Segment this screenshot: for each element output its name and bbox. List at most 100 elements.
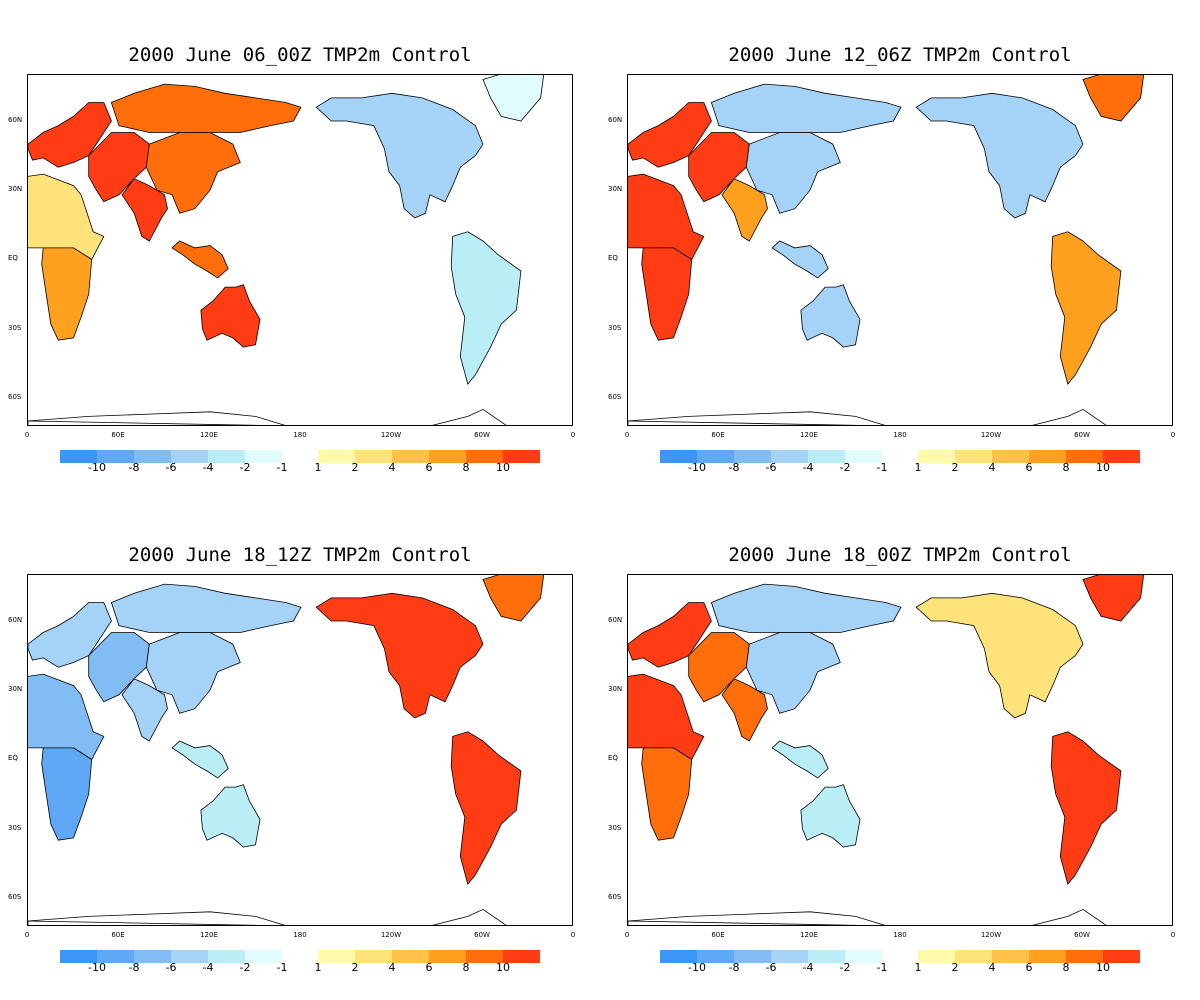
colorbar-warm-swatch <box>992 950 1029 963</box>
colorbar-cold-swatch <box>60 450 97 463</box>
colorbar-warm-label: 2 <box>351 961 359 974</box>
lon-label: 180 <box>293 431 307 439</box>
colorbar-cold-label: -8 <box>728 461 740 474</box>
region-greenland <box>482 575 545 622</box>
colorbar-warm-swatch <box>355 450 392 463</box>
region-greenland <box>482 75 545 122</box>
colorbar-cold-label: -10 <box>88 461 106 474</box>
panel-title: 2000 June 12_06Z TMP2m Control <box>728 44 1072 66</box>
region-antarctica <box>28 908 507 925</box>
lat-label: 60S <box>8 392 22 401</box>
region-europe <box>628 102 712 168</box>
region-australia <box>800 284 861 348</box>
colorbar-warm-label: 1 <box>314 461 322 474</box>
region-africa-south <box>641 747 693 841</box>
lon-label: 0 <box>24 431 30 439</box>
colorbar-cold-swatch <box>734 950 771 963</box>
lat-label: 30S <box>608 323 622 332</box>
lon-label: 120W <box>380 931 402 939</box>
colorbar-warm-label: 6 <box>1025 961 1033 974</box>
lat-label: 30S <box>8 323 22 332</box>
region-south-america <box>450 231 522 385</box>
region-south-america <box>1050 231 1122 385</box>
colorbar-warm-label: 6 <box>425 961 433 974</box>
lon-label: 120W <box>380 431 402 439</box>
colorbar-cold-label: -1 <box>876 461 888 474</box>
lon-label: 180 <box>893 431 907 439</box>
colorbar-cold-label: -2 <box>839 961 851 974</box>
region-south-america <box>1050 731 1122 885</box>
colorbar-warm-label: 8 <box>1062 961 1070 974</box>
colorbar-warm-label: 8 <box>462 461 470 474</box>
colorbar-cold-label: -6 <box>765 461 777 474</box>
colorbar-cold-swatch <box>771 450 808 463</box>
colorbar-cold-label: -2 <box>239 461 251 474</box>
map-panel-1: 2000 June 06_00Z TMP2m Control 60N 30N EQ 3… <box>0 0 600 500</box>
colorbar-warm-swatch <box>992 450 1029 463</box>
colorbar-warm-swatch <box>1103 450 1140 463</box>
colorbar-cold-swatch <box>97 950 134 963</box>
lon-label: 60E <box>711 431 725 439</box>
colorbar-warm-swatch <box>429 450 466 463</box>
colorbar-warm-swatch <box>318 950 355 963</box>
colorbar-warm-swatch <box>466 950 503 963</box>
lon-label: 60W <box>474 931 490 939</box>
lon-label: 0 <box>570 931 576 939</box>
colorbar-warm-label: 4 <box>388 461 396 474</box>
map-area <box>27 74 573 426</box>
colorbar-warm-swatch <box>1066 450 1103 463</box>
region-siberia <box>710 583 902 633</box>
colorbar-warm-label: 6 <box>1025 461 1033 474</box>
map-area <box>627 74 1173 426</box>
panel-title: 2000 June 06_00Z TMP2m Control <box>128 44 472 66</box>
region-africa-south <box>641 247 693 341</box>
colorbar-warm-swatch <box>1103 950 1140 963</box>
colorbar-warm-swatch <box>1029 450 1066 463</box>
region-siberia <box>710 83 902 133</box>
colorbar-cold-swatch <box>660 450 697 463</box>
colorbar-warm-swatch <box>1029 950 1066 963</box>
map-panel-2: 2000 June 12_06Z TMP2m Control 60N 30N EQ 3… <box>600 0 1200 500</box>
region-antarctica <box>628 408 1107 425</box>
colorbar-cold-label: -6 <box>765 961 777 974</box>
colorbar-cold-swatch <box>697 450 734 463</box>
lon-label: 180 <box>893 931 907 939</box>
lon-label: 0 <box>24 931 30 939</box>
map-panel-3: 2000 June 18_12Z TMP2m Control 60N 30N EQ 3… <box>0 500 600 1000</box>
colorbar-cold-swatch <box>134 450 171 463</box>
colorbar-warm-swatch <box>503 450 540 463</box>
colorbar-warm-swatch <box>318 450 355 463</box>
colorbar-warm-label: 4 <box>988 461 996 474</box>
colorbar-cold-swatch <box>734 450 771 463</box>
colorbar-cold-swatch <box>697 950 734 963</box>
lon-label: 60E <box>711 931 725 939</box>
colorbar-warm-swatch <box>918 450 955 463</box>
colorbar-cold-label: -8 <box>128 461 140 474</box>
lat-label: EQ <box>8 254 18 263</box>
lon-label: 0 <box>624 431 630 439</box>
colorbar-warm-swatch <box>955 450 992 463</box>
region-south-asia <box>121 678 168 742</box>
lat-label: 60N <box>8 616 23 624</box>
colorbar-warm-label: 1 <box>914 461 922 474</box>
region-europe <box>628 602 712 668</box>
colorbar-cold-label: -4 <box>202 961 214 974</box>
colorbar-cold-swatch <box>845 450 882 463</box>
colorbar-warm-swatch <box>503 950 540 963</box>
colorbar-warm-swatch <box>429 950 466 963</box>
colorbar-warm-label: 1 <box>914 961 922 974</box>
colorbar-warm-label: 10 <box>1096 961 1110 974</box>
map-area <box>27 574 573 926</box>
region-antarctica <box>28 408 507 425</box>
region-siberia <box>110 583 302 633</box>
region-maritime-asia <box>171 240 229 279</box>
map-svg <box>28 75 572 425</box>
lon-label: 120E <box>200 931 218 939</box>
colorbar-warm-label: 8 <box>1062 461 1070 474</box>
region-australia <box>200 784 261 848</box>
map-svg <box>628 75 1172 425</box>
lon-label: 120E <box>800 931 818 939</box>
colorbar-cold-swatch <box>171 950 208 963</box>
region-maritime-asia <box>171 740 229 779</box>
lat-label: 30N <box>608 185 623 194</box>
